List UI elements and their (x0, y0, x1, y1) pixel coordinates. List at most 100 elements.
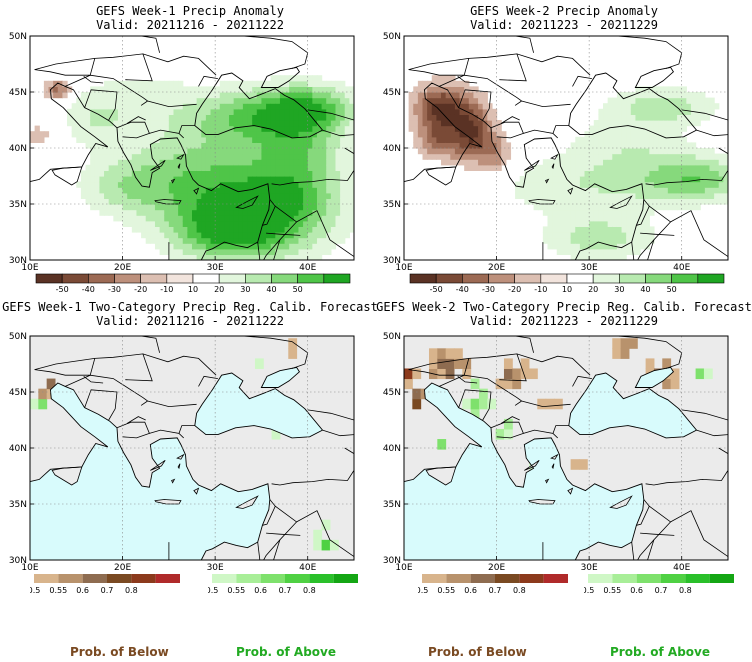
anomaly-cell (261, 254, 267, 260)
anomaly-cell (122, 97, 128, 104)
anomaly-cell (547, 237, 553, 244)
anomaly-cell (335, 181, 341, 188)
anomaly-cell (252, 243, 258, 250)
anomaly-cell (316, 86, 323, 93)
anomaly-cell (303, 232, 309, 239)
anomaly-cell (141, 187, 147, 194)
anomaly-cell (556, 237, 562, 244)
anomaly-cell (695, 114, 701, 121)
anomaly-cell (603, 215, 609, 222)
anomaly-cell (210, 254, 216, 260)
anomaly-cell (307, 108, 313, 115)
anomaly-cell (700, 164, 706, 171)
anomaly-cell (579, 198, 586, 205)
anomaly-cell (293, 248, 300, 255)
anomaly-cell (561, 187, 567, 194)
anomaly-cell (598, 232, 604, 239)
anomaly-cell (173, 148, 179, 155)
prob-cell (628, 338, 638, 349)
anomaly-cell (454, 153, 461, 160)
anomaly-cell (154, 153, 161, 160)
island-fill (17, 414, 26, 432)
anomaly-cell (340, 226, 346, 233)
anomaly-cell (67, 120, 73, 127)
anomaly-cell (289, 209, 295, 216)
anomaly-cell (210, 176, 216, 183)
anomaly-cell (686, 92, 692, 99)
anomaly-cell (663, 142, 669, 149)
anomaly-cell (607, 237, 613, 244)
anomaly-cell (279, 254, 286, 260)
anomaly-cell (653, 86, 660, 93)
anomaly-cell (321, 248, 327, 255)
anomaly-cell (192, 114, 198, 121)
anomaly-cell (279, 192, 286, 199)
anomaly-cell (261, 86, 267, 93)
anomaly-cell (233, 215, 239, 222)
anomaly-cell (196, 220, 202, 227)
country-border (125, 353, 153, 382)
anomaly-cell (584, 159, 590, 166)
anomaly-cell (122, 209, 128, 216)
anomaly-cell (478, 108, 484, 115)
anomaly-cell (312, 176, 318, 183)
sea-mask-black (194, 373, 323, 438)
anomaly-cell (252, 97, 258, 104)
anomaly-cell (80, 192, 87, 199)
anomaly-cell (566, 192, 572, 199)
anomaly-cell (700, 103, 706, 110)
anomaly-cell (275, 136, 281, 143)
colorbar-swatch (323, 273, 351, 284)
anomaly-cell (556, 187, 562, 194)
anomaly-cell (215, 254, 221, 260)
anomaly-cell (205, 209, 212, 216)
anomaly-cell (298, 164, 304, 171)
anomaly-cell (417, 114, 424, 121)
anomaly-cell (43, 86, 50, 93)
anomaly-cell (127, 114, 133, 121)
anomaly-cell (316, 232, 323, 239)
anomaly-cell (312, 75, 318, 82)
anomaly-cell (649, 204, 655, 211)
anomaly-cell (284, 114, 290, 121)
prob-cell (495, 428, 505, 440)
anomaly-cell (491, 108, 498, 115)
anomaly-cell (284, 148, 290, 155)
anomaly-cell (270, 254, 276, 260)
anomaly-cell (653, 153, 660, 160)
anomaly-cell (326, 243, 332, 250)
anomaly-cell (335, 198, 341, 205)
prob-cell (570, 459, 580, 470)
anomaly-cell (681, 198, 687, 205)
anomaly-cell (570, 170, 576, 177)
anomaly-cell (658, 103, 664, 110)
anomaly-cell (275, 248, 281, 255)
anomaly-cell (672, 148, 678, 155)
anomaly-cell (316, 187, 323, 194)
anomaly-cell (284, 164, 290, 171)
anomaly-cell (695, 108, 701, 115)
anomaly-cell (677, 103, 683, 110)
anomaly-cell (579, 192, 586, 199)
anomaly-cell (612, 131, 618, 138)
anomaly-cell (491, 131, 498, 138)
anomaly-cell (192, 170, 198, 177)
anomaly-cell (238, 192, 244, 199)
anomaly-cell (335, 187, 341, 194)
anomaly-cell (201, 164, 207, 171)
anomaly-cell (677, 192, 683, 199)
anomaly-cell (275, 159, 281, 166)
anomaly-cell (90, 159, 96, 166)
anomaly-cell (233, 131, 239, 138)
lat-tick-label: 30N (9, 256, 27, 266)
anomaly-cell (154, 131, 161, 138)
anomaly-cell (542, 187, 549, 194)
anomaly-cell (131, 198, 138, 205)
anomaly-cell (547, 187, 553, 194)
anomaly-cell (556, 248, 562, 255)
anomaly-cell (270, 80, 276, 87)
anomaly-cell (238, 103, 244, 110)
anomaly-cell (298, 192, 304, 199)
anomaly-cell (266, 176, 272, 183)
lat-tick-label: 40N (383, 444, 401, 454)
